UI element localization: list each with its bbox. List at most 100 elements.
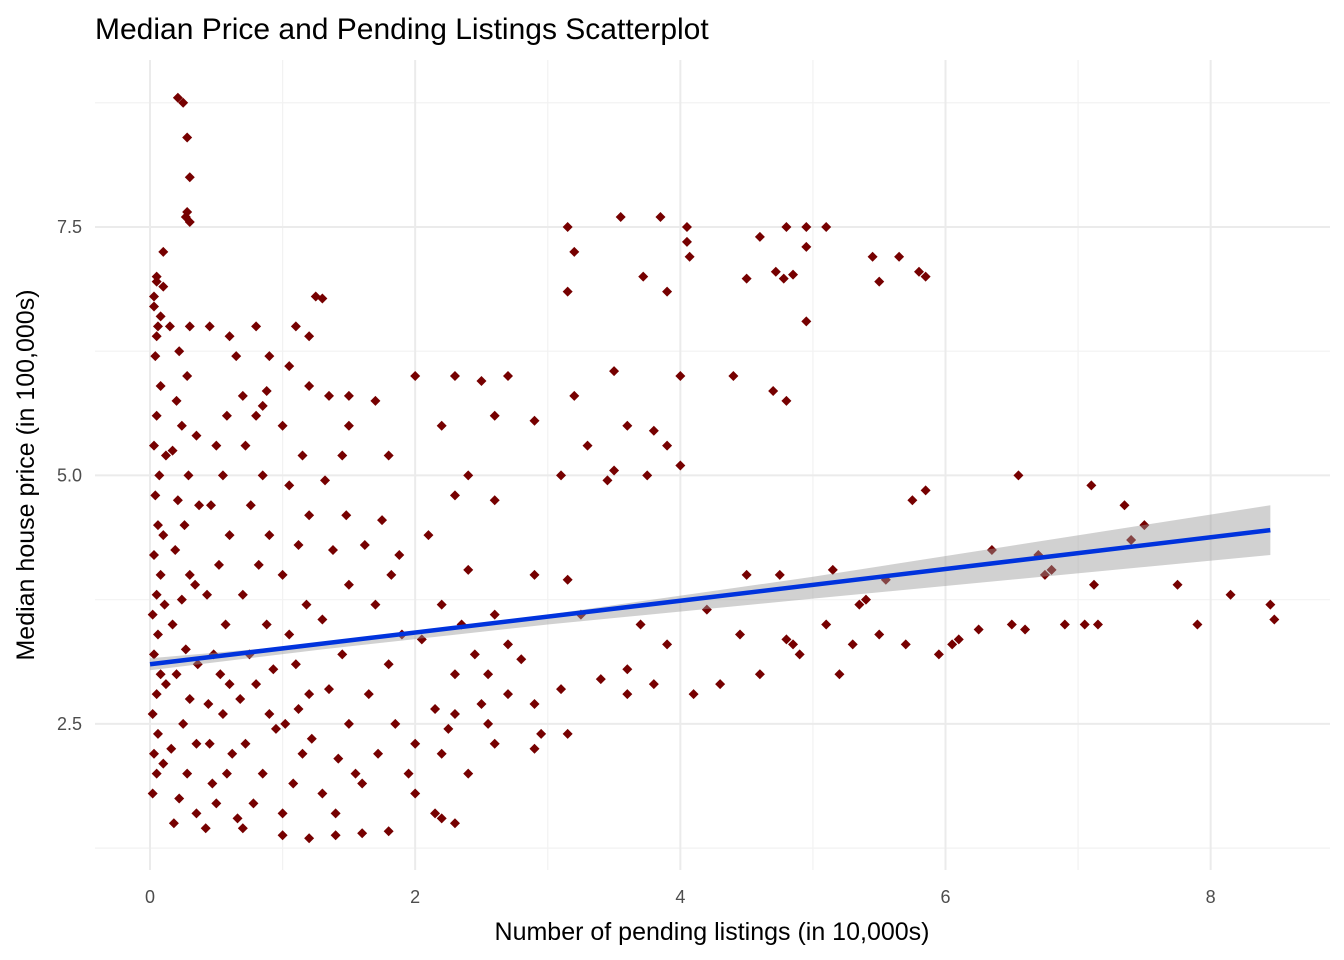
data-point	[781, 634, 792, 645]
data-point	[171, 669, 182, 680]
data-point	[330, 808, 341, 819]
data-point	[778, 273, 789, 284]
data-point	[268, 664, 279, 675]
data-point	[152, 629, 163, 640]
data-point	[907, 495, 918, 506]
data-point	[151, 768, 162, 779]
data-point	[245, 500, 256, 511]
data-point	[463, 768, 474, 779]
data-point	[224, 530, 235, 541]
data-point	[213, 559, 224, 570]
data-point	[529, 743, 540, 754]
data-point	[158, 530, 169, 541]
data-point	[327, 544, 338, 555]
data-point	[147, 788, 158, 799]
data-point	[150, 351, 161, 362]
data-point	[194, 500, 205, 511]
data-point	[166, 743, 177, 754]
data-point	[277, 808, 288, 819]
data-point	[1006, 619, 1017, 630]
data-point	[151, 689, 162, 700]
data-point	[449, 708, 460, 719]
data-point	[1172, 579, 1183, 590]
data-point	[152, 520, 163, 531]
data-point	[160, 679, 171, 690]
data-point	[735, 629, 746, 640]
data-point	[183, 470, 194, 481]
data-point	[638, 271, 649, 282]
data-point	[933, 649, 944, 660]
data-point	[449, 371, 460, 382]
data-point	[253, 559, 264, 570]
data-point	[155, 380, 166, 391]
data-point	[357, 828, 368, 839]
data-point	[172, 92, 183, 103]
data-point	[159, 599, 170, 610]
data-point	[834, 669, 845, 680]
data-point	[386, 569, 397, 580]
data-point	[874, 629, 885, 640]
data-point	[436, 748, 447, 759]
data-point	[330, 830, 341, 841]
data-point	[754, 669, 765, 680]
data-point	[155, 311, 166, 322]
data-point	[284, 629, 295, 640]
data-point	[304, 833, 315, 844]
data-point	[167, 619, 178, 630]
data-point	[191, 738, 202, 749]
data-point	[192, 659, 203, 670]
data-point	[562, 574, 573, 585]
data-point	[203, 699, 214, 710]
data-point	[184, 569, 195, 580]
data-point	[449, 490, 460, 501]
data-point	[562, 286, 573, 297]
y-tick-label: 7.5	[57, 217, 82, 237]
data-point	[164, 321, 175, 332]
data-point	[662, 440, 673, 451]
data-point	[191, 808, 202, 819]
data-point	[359, 540, 370, 551]
data-point	[251, 321, 262, 332]
data-point	[184, 172, 195, 183]
data-point	[1089, 579, 1100, 590]
data-point	[602, 475, 613, 486]
data-point	[1225, 589, 1236, 600]
data-point	[648, 679, 659, 690]
data-point	[556, 470, 567, 481]
data-point	[211, 440, 222, 451]
data-point	[681, 221, 692, 232]
data-point	[297, 748, 308, 759]
data-point	[284, 361, 295, 372]
data-point	[317, 788, 328, 799]
data-point	[190, 579, 201, 590]
data-point	[569, 246, 580, 257]
data-point	[158, 281, 169, 292]
data-point	[320, 475, 331, 486]
data-point	[180, 644, 191, 655]
data-point	[423, 530, 434, 541]
data-point	[217, 470, 228, 481]
data-point	[220, 619, 231, 630]
data-point	[383, 826, 394, 837]
data-point	[270, 723, 281, 734]
data-point	[237, 823, 248, 834]
data-point	[224, 679, 235, 690]
data-point	[280, 718, 291, 729]
data-point	[801, 316, 812, 327]
data-point	[363, 689, 374, 700]
data-point	[174, 346, 185, 357]
data-point	[489, 738, 500, 749]
y-tick-label: 2.5	[57, 714, 82, 734]
data-point	[257, 400, 268, 411]
data-point	[227, 748, 238, 759]
data-point	[251, 410, 262, 421]
data-point	[151, 276, 162, 287]
data-point	[920, 485, 931, 496]
data-point	[854, 599, 865, 610]
data-point	[449, 818, 460, 829]
data-point	[257, 470, 268, 481]
data-point	[986, 544, 997, 555]
data-point	[469, 649, 480, 660]
data-point	[224, 331, 235, 342]
data-point	[416, 634, 427, 645]
